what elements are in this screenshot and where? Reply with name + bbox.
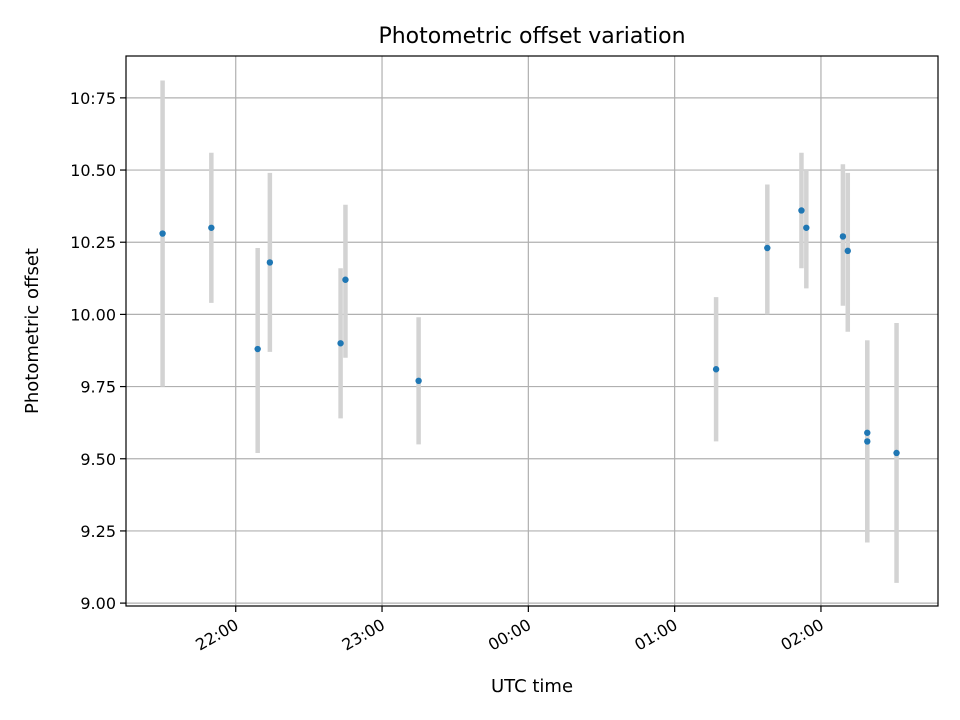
y-tick-label: 10.00 [70, 305, 116, 324]
y-tick-label: 9.00 [80, 594, 116, 613]
data-point [864, 438, 871, 445]
y-tick-label: 9.75 [80, 378, 116, 397]
x-tick-label: 02:00 [778, 615, 827, 655]
plot-frame [125, 55, 939, 607]
data-point [893, 449, 900, 457]
y-tick-label: 10.50 [70, 161, 116, 180]
grid-layer [126, 56, 938, 606]
data-point [839, 233, 847, 240]
data-point [712, 366, 720, 373]
data-point [415, 377, 422, 385]
y-tick-label: 10:75 [70, 89, 116, 108]
y-tick-label: 10.25 [70, 233, 116, 252]
point-layer [159, 207, 900, 457]
chart-title: Photometric offset variation [378, 24, 685, 49]
data-point [337, 340, 344, 347]
data-point [844, 247, 851, 255]
x-axis-label: UTC time [491, 676, 573, 697]
y-axis-label: Photometric offset [22, 248, 43, 414]
data-point [764, 244, 771, 252]
data-point [208, 224, 215, 231]
data-point [864, 429, 871, 436]
y-tick-label: 9.25 [80, 522, 116, 541]
data-point [266, 259, 274, 266]
data-point [342, 276, 349, 283]
data-point [159, 230, 166, 237]
x-tick-label: 23:00 [339, 615, 388, 655]
y-tick-label: 9.50 [80, 450, 116, 469]
errorbar-layer [160, 80, 899, 583]
x-tick-label: 00:00 [485, 615, 534, 655]
data-point [254, 345, 261, 353]
x-tick-label: 01:00 [631, 615, 680, 655]
x-tick-label: 22:00 [192, 615, 241, 655]
tick-layer: 22:00 23:00 00:00 01:00 02:00 9.00 9.25 9.50 9.7… [70, 89, 827, 655]
data-point [798, 207, 805, 214]
data-point [803, 224, 810, 231]
